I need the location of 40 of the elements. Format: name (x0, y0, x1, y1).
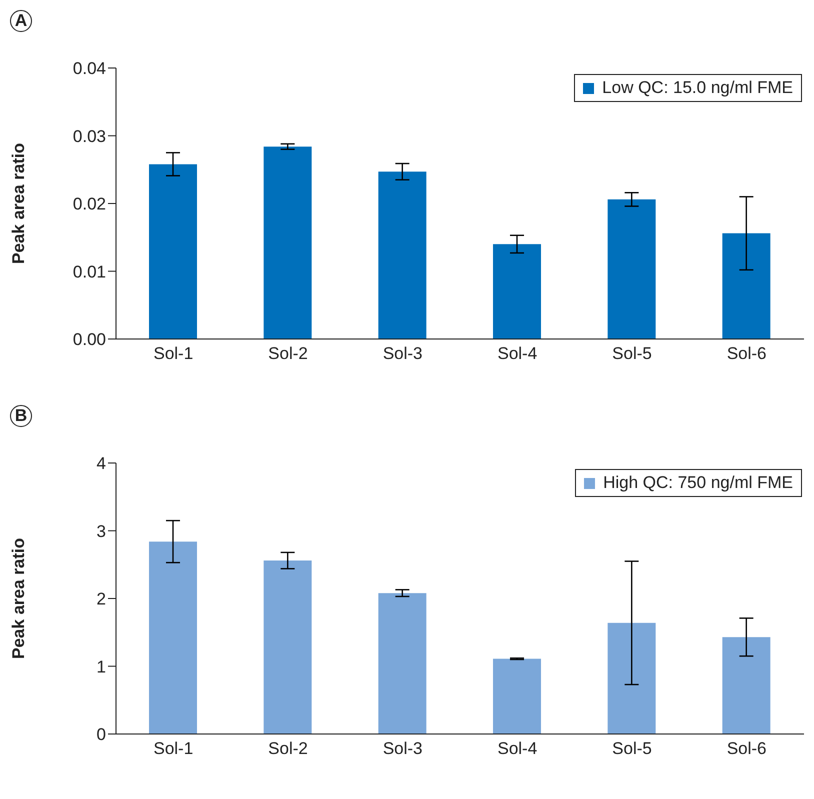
bar (264, 560, 312, 734)
legend-label: Low QC: 15.0 ng/ml FME (602, 78, 793, 98)
y-axis-title: Peak area ratio (9, 538, 28, 659)
y-tick-label: 0.01 (72, 262, 106, 282)
x-tick-label: Sol-2 (268, 739, 308, 758)
bar (149, 164, 197, 339)
x-tick-label: Sol-4 (497, 739, 538, 758)
y-tick-label: 4 (96, 454, 106, 474)
bar (493, 658, 541, 734)
bar (608, 622, 656, 734)
y-tick-label: 1 (96, 657, 106, 676)
x-tick-label: Sol-1 (153, 739, 194, 758)
y-axis-title: Peak area ratio (9, 143, 28, 264)
y-tick-label: 3 (96, 522, 106, 541)
x-tick-label: Sol-4 (497, 344, 538, 364)
x-tick-label: Sol-1 (153, 344, 194, 364)
x-tick-label: Sol-5 (612, 344, 652, 364)
bar (722, 637, 770, 734)
y-tick-label: 2 (96, 590, 106, 609)
x-tick-label: Sol-2 (268, 344, 308, 364)
x-tick-label: Sol-5 (612, 739, 652, 758)
bar (264, 146, 312, 339)
y-tick-label: 0.02 (72, 194, 106, 214)
x-tick-label: Sol-6 (726, 344, 767, 364)
x-tick-label: Sol-3 (382, 344, 423, 364)
bar (722, 233, 770, 339)
bar (378, 172, 426, 339)
bar (378, 593, 426, 734)
x-tick-label: Sol-6 (726, 739, 767, 758)
legend-label: High QC: 750 ng/ml FME (603, 473, 793, 493)
bar (608, 199, 656, 339)
bar (493, 244, 541, 339)
chart-title: A (14, 11, 28, 31)
y-tick-label: 0.00 (72, 330, 106, 350)
chart-title: B (14, 406, 28, 426)
x-tick-label: Sol-3 (382, 739, 423, 758)
y-tick-label: 0.03 (72, 126, 106, 146)
bar (149, 542, 197, 734)
y-tick-label: 0 (96, 725, 106, 744)
y-tick-label: 0.04 (72, 59, 106, 78)
